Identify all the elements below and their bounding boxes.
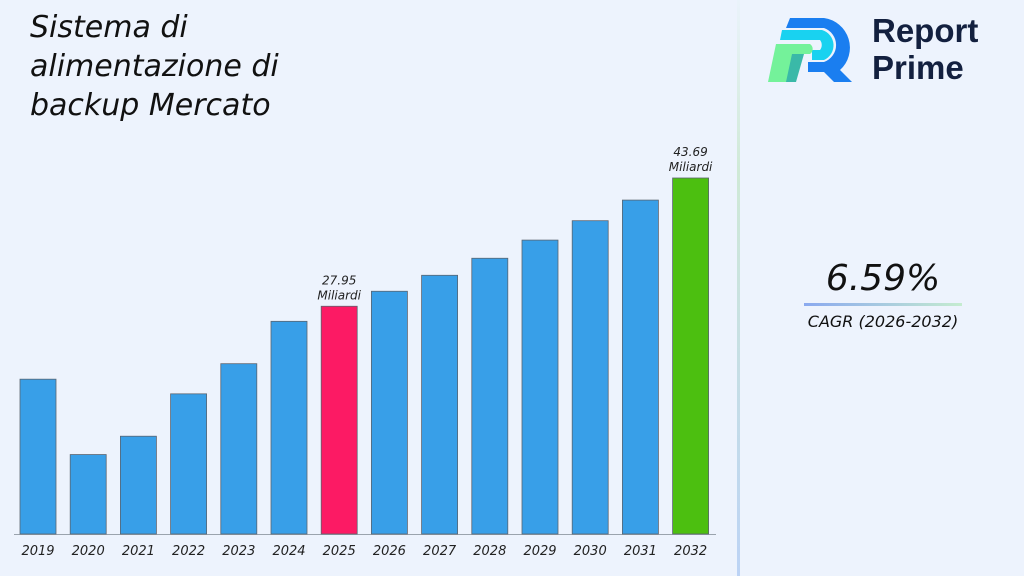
x-tick-2023: 2023 bbox=[222, 544, 255, 559]
bar-2020 bbox=[69, 454, 107, 535]
bar-2028 bbox=[471, 257, 509, 535]
cagr-panel: 6.59% CAGR (2026-2032) bbox=[800, 258, 966, 331]
data-label-value-2032: 43.69 bbox=[673, 145, 707, 159]
x-tick-2025: 2025 bbox=[323, 544, 356, 559]
x-tick-2021: 2021 bbox=[122, 544, 155, 559]
x-tick-2028: 2028 bbox=[473, 544, 506, 559]
x-tick-2029: 2029 bbox=[523, 544, 556, 559]
x-tick-2024: 2024 bbox=[272, 544, 305, 559]
report-prime-logo bbox=[768, 18, 852, 82]
bar-2030 bbox=[571, 220, 609, 535]
x-tick-2027: 2027 bbox=[423, 544, 457, 559]
data-label-unit-2032: Miliardi bbox=[669, 160, 713, 174]
bar-2031 bbox=[622, 199, 659, 535]
bar-2024 bbox=[270, 320, 308, 535]
cagr-label: CAGR (2026-2032) bbox=[807, 312, 959, 331]
x-tick-2026: 2026 bbox=[373, 544, 406, 559]
cagr-underline bbox=[804, 303, 962, 306]
bar-2029 bbox=[521, 239, 559, 535]
brand-line-1: Report bbox=[872, 12, 979, 49]
bar-2025 bbox=[320, 305, 358, 535]
data-label-unit-2025: Miliardi bbox=[317, 288, 361, 302]
x-tick-2031: 2031 bbox=[624, 544, 657, 559]
chart-title: Sistema di alimentazione di backup Merca… bbox=[30, 10, 279, 123]
x-tick-2019: 2019 bbox=[21, 544, 54, 559]
divider bbox=[737, 0, 740, 576]
x-tick-2032: 2032 bbox=[674, 544, 707, 559]
bar-chart: 2019 2020 2021 2022 2023 2024 2025 2026 2027 2028… bbox=[14, 145, 716, 559]
bar-2023 bbox=[220, 363, 258, 535]
x-tick-2020: 2020 bbox=[72, 544, 105, 559]
bar-2022 bbox=[170, 393, 208, 535]
bar-2021 bbox=[120, 435, 157, 535]
bar-2027 bbox=[421, 274, 459, 535]
brand-line-2: Prime bbox=[872, 49, 964, 86]
brand-name: Report Prime bbox=[872, 12, 978, 86]
bar-2026 bbox=[370, 290, 408, 535]
data-label-value-2025: 27.95 bbox=[322, 273, 356, 287]
x-tick-2030: 2030 bbox=[574, 544, 607, 559]
bar-2032 bbox=[672, 177, 709, 535]
x-tick-2022: 2022 bbox=[172, 544, 205, 559]
bar-2019 bbox=[19, 378, 57, 535]
cagr-value: 6.59% bbox=[825, 258, 941, 299]
